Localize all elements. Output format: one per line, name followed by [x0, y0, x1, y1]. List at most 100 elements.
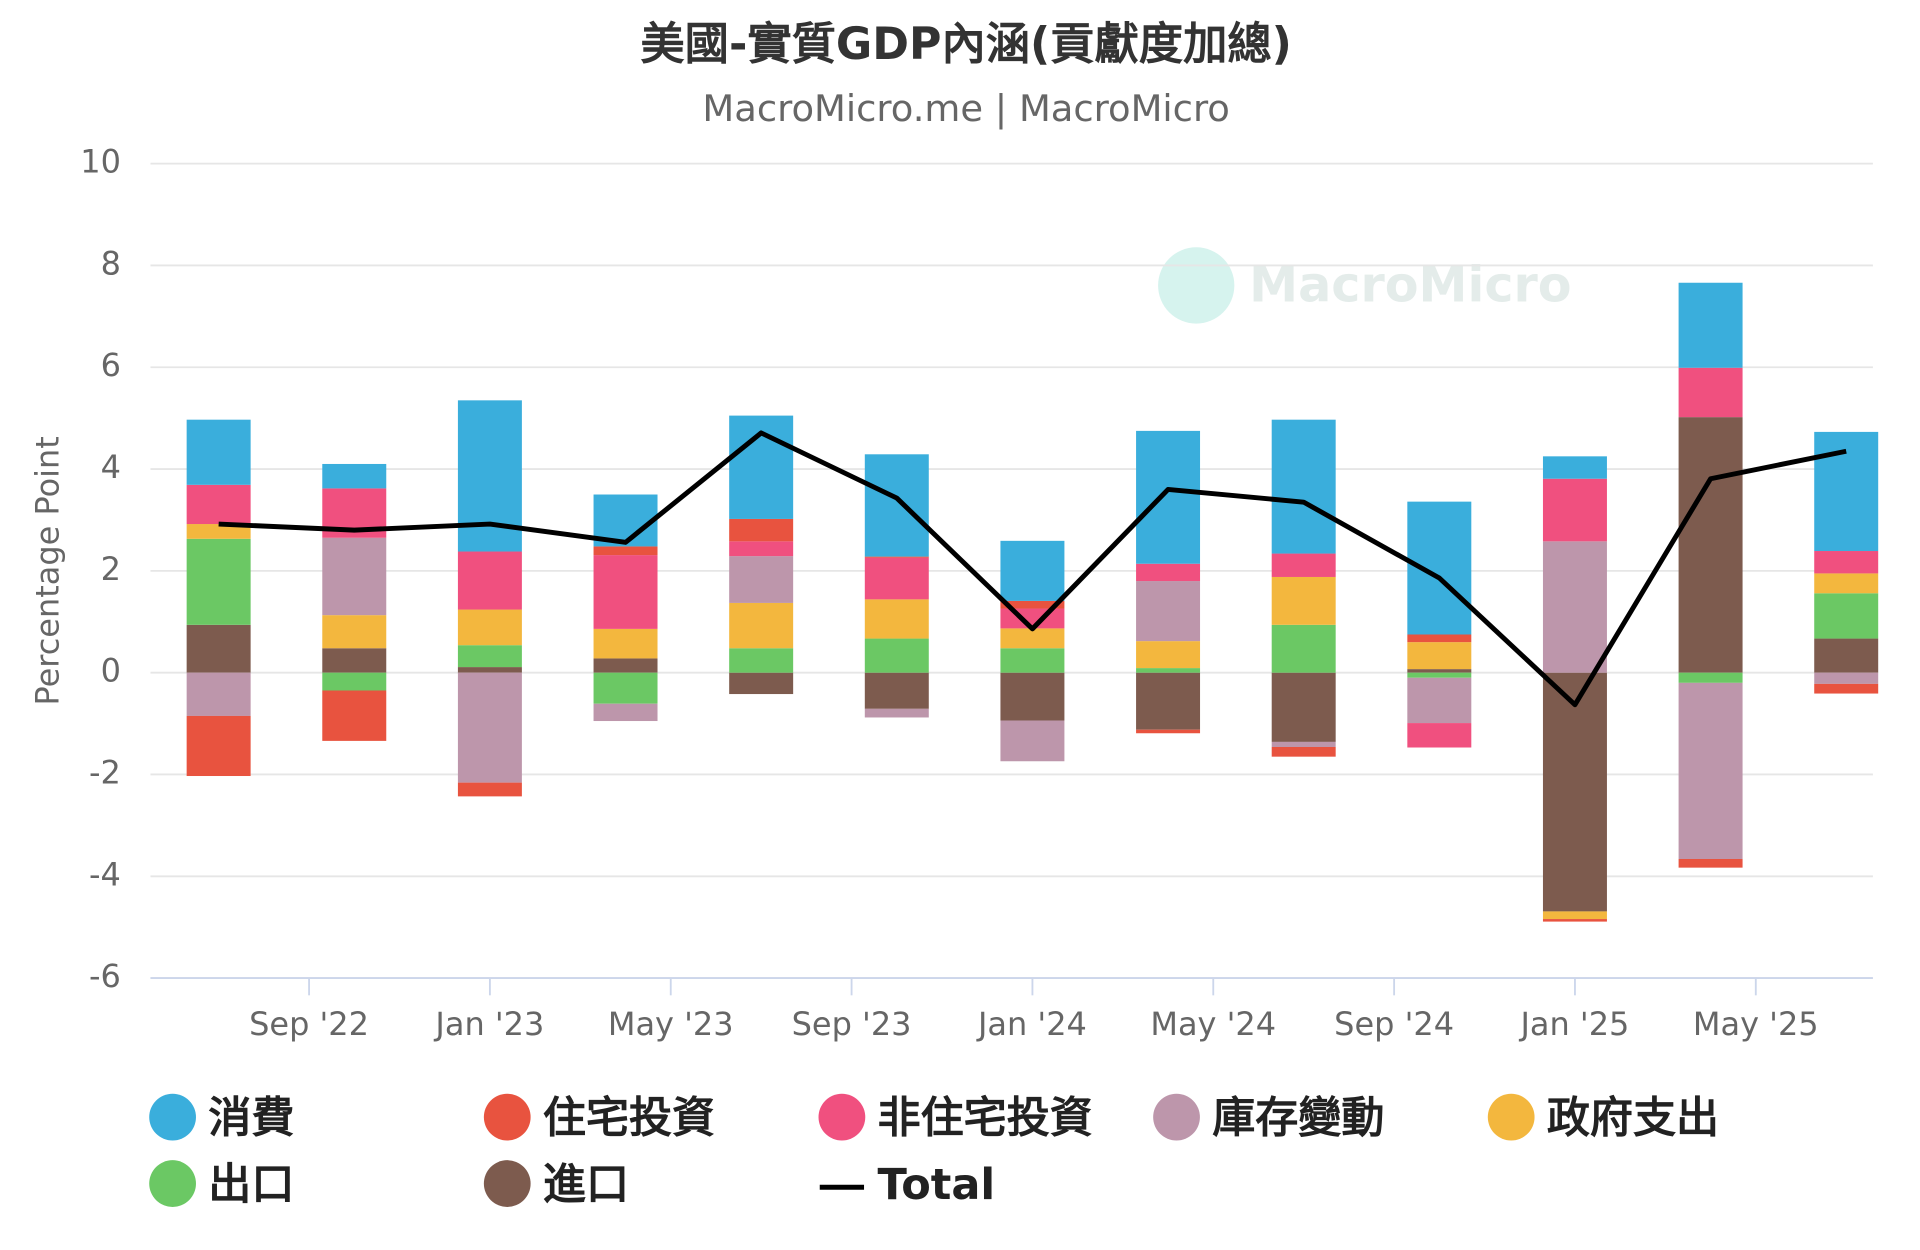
bar-segment	[864, 454, 929, 557]
bar-segment	[1678, 858, 1743, 868]
bar-segment	[322, 648, 387, 673]
bar-segment	[457, 782, 522, 797]
bar-segment	[1542, 672, 1607, 912]
legend-label[interactable]: 住宅投資	[543, 1093, 715, 1143]
bar-segment	[186, 419, 251, 485]
bar-segment	[186, 672, 251, 716]
bar-segment	[864, 557, 929, 600]
bar-segment	[1678, 672, 1743, 683]
bar-segment	[593, 672, 658, 704]
legend-label[interactable]: 庫存變動	[1212, 1093, 1384, 1143]
bar-segment	[186, 715, 251, 777]
bar-segment	[322, 672, 387, 691]
bar-segment	[1542, 478, 1607, 542]
x-tick-label: Jan '24	[976, 1005, 1087, 1043]
total-line	[218, 430, 1847, 708]
bar-segment	[1678, 282, 1743, 368]
bar-segment	[1000, 600, 1065, 609]
bar-segment	[1407, 642, 1472, 670]
bar-segment	[457, 672, 522, 783]
bar-segment	[1814, 638, 1879, 673]
bar-segment	[1000, 540, 1065, 601]
bar-segment	[1407, 634, 1472, 643]
y-tick-label: 2	[101, 550, 121, 588]
bar-segment	[1407, 723, 1472, 748]
bar-segment	[1678, 367, 1743, 418]
bar-segment	[864, 599, 929, 639]
legend-swatch	[1153, 1093, 1200, 1141]
y-tick-label: 8	[101, 244, 121, 282]
legend-label[interactable]: 進口	[543, 1160, 629, 1210]
legend-label[interactable]: 非住宅投資	[878, 1093, 1093, 1143]
bar-segment	[1814, 431, 1879, 552]
bar-segment	[864, 638, 929, 673]
bar-segment	[1000, 720, 1065, 762]
x-tick-label: Sep '23	[792, 1005, 912, 1043]
bar-segment	[322, 690, 387, 741]
bar-segment	[186, 538, 251, 625]
bar-segment	[1814, 551, 1879, 574]
bar-segment	[593, 658, 658, 673]
bar-segment	[457, 645, 522, 668]
bar-segment	[1000, 672, 1065, 721]
y-tick-label: -4	[89, 855, 121, 893]
bar-segment	[1542, 919, 1607, 922]
y-tick-label: 10	[80, 143, 121, 181]
bar-segment	[1271, 553, 1336, 577]
bar-segment	[1678, 417, 1743, 673]
bar-segment	[457, 667, 522, 673]
bar-segment	[1136, 563, 1201, 582]
bar-segment	[1136, 668, 1201, 673]
bar-segment	[864, 556, 929, 558]
x-tick-label: May '25	[1693, 1005, 1819, 1043]
bar-segment	[593, 546, 658, 556]
bar-segment	[1136, 581, 1201, 642]
bar-segment	[1542, 911, 1607, 920]
bar-segment	[729, 648, 794, 673]
bar-segment	[1271, 576, 1336, 625]
watermark: MacroMicro	[1249, 255, 1571, 313]
bar-segment	[457, 551, 522, 610]
bar-segment	[1271, 672, 1336, 742]
bar-segment	[729, 518, 794, 542]
legend-label[interactable]: 政府支出	[1547, 1093, 1719, 1143]
bar-segment	[1136, 430, 1201, 564]
legend-label[interactable]: 出口	[208, 1160, 294, 1210]
watermark-logo	[1158, 247, 1235, 324]
x-tick-label: Jan '25	[1518, 1005, 1629, 1043]
bar-segment	[1678, 682, 1743, 859]
bar-segment	[1542, 541, 1607, 673]
legend-swatch	[818, 1093, 866, 1141]
legend-label[interactable]: 消費	[208, 1093, 294, 1143]
y-axis-title: Percentage Point	[29, 436, 67, 705]
bar-segment	[1814, 683, 1879, 694]
legend-swatch	[483, 1093, 531, 1141]
bar-segment	[593, 555, 658, 629]
bar-segment	[593, 703, 658, 722]
x-tick-label: Sep '22	[249, 1005, 369, 1043]
bar-segment	[1136, 729, 1201, 734]
chart-title: 美國-實質GDP內涵(貢獻度加總)	[640, 19, 1292, 70]
bar-segment	[729, 556, 794, 603]
bar-segment	[1814, 593, 1879, 639]
legend-label[interactable]: Total	[878, 1160, 996, 1210]
bar-segment	[322, 463, 387, 489]
x-tick-label: Jan '23	[433, 1005, 544, 1043]
bar-segment	[1814, 672, 1879, 684]
legend-swatch	[483, 1160, 531, 1207]
chart-subtitle: MacroMicro.me | MacroMicro	[702, 87, 1229, 130]
bar-segment	[186, 524, 251, 539]
legend-swatch	[149, 1160, 196, 1207]
bar-segment	[322, 537, 387, 616]
x-tick-label: Sep '24	[1334, 1005, 1454, 1043]
y-tick-label: -6	[89, 957, 121, 995]
bar-segment	[1407, 677, 1472, 724]
bar-segment	[864, 708, 929, 718]
x-tick-label: May '23	[608, 1005, 734, 1043]
bar-segment	[1814, 573, 1879, 594]
bar-segment	[1136, 672, 1201, 730]
y-tick-label: -2	[89, 753, 121, 791]
bar-segment	[1271, 419, 1336, 554]
bar-segment	[457, 609, 522, 646]
